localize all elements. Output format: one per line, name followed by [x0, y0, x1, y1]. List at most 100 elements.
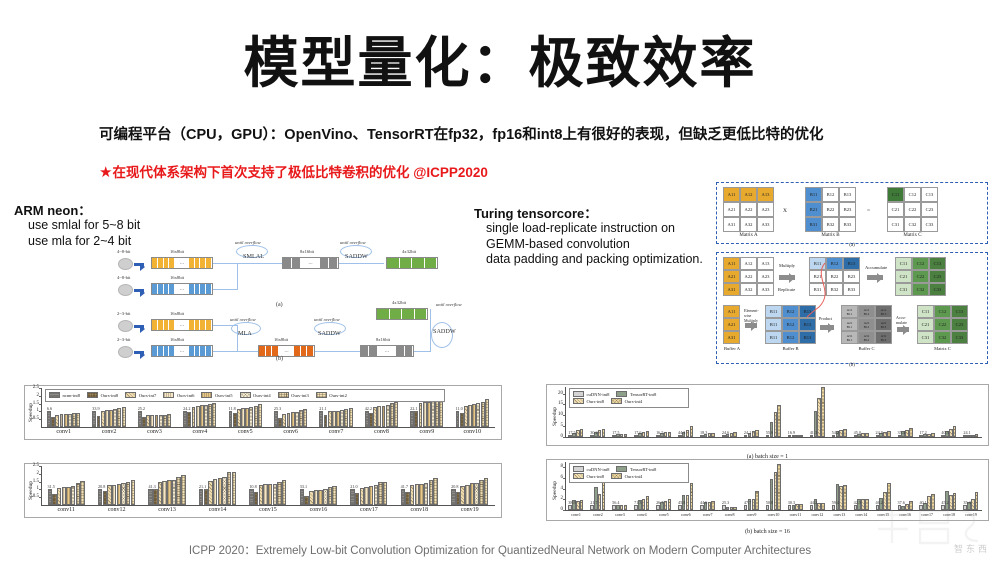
chart-bar [952, 492, 957, 510]
chart-value-label: 45.0 [853, 429, 861, 435]
matrix-cell: C23 [921, 202, 938, 217]
chart-bar [751, 499, 756, 510]
chart-bar [104, 410, 109, 427]
chart-bar [612, 504, 616, 510]
matrix-cell: B31 [805, 217, 822, 232]
matrix-cell: A31 [723, 217, 740, 232]
chart-bar [813, 410, 818, 437]
chart-value-label: 25.3 [273, 406, 282, 412]
chart-bar [919, 434, 924, 437]
matrix-cell: A31 [723, 331, 740, 344]
chart-y-tick: 1 [36, 408, 40, 414]
chart-x-tick: conv12 [811, 512, 824, 517]
matrix-cell: A21 B12 [858, 318, 875, 331]
dots-b1: ... [175, 320, 189, 330]
matrix-cell: B13 [843, 257, 860, 270]
chart-value-label: 50.8 [765, 499, 774, 505]
chart-legend-item: cuDNN-int8 [573, 466, 609, 472]
matrix-cell: C23 [929, 270, 946, 283]
register-b5 [376, 308, 428, 320]
chart-bar [254, 492, 259, 505]
chart-bar [861, 433, 865, 437]
chart-bar [967, 502, 971, 510]
highlight-text-row: ★在现代体系架构下首次支持了极低比特卷积的优化 @ICPP2020 [99, 161, 929, 181]
arrow-product [820, 322, 834, 333]
chart-bar [359, 487, 364, 505]
matrix-cell: B32 [822, 217, 839, 232]
chart-bar [857, 434, 862, 437]
chart-bar [410, 485, 415, 505]
matrix-cell: B22 [826, 270, 843, 283]
chart-gpu-batch16: Speedup 0 2 4 6 8 38.8 conv1 21.7 conv2 56.4 conv3 7… [546, 459, 989, 535]
chart-bar [332, 486, 337, 505]
matrix-cell: A21 [723, 202, 740, 217]
chart-bar [909, 500, 913, 510]
chart-bar [974, 434, 979, 437]
matrix-cell: C33 [951, 331, 968, 344]
arrow-multiply [779, 272, 795, 283]
width-label-b2: 8x16bit [376, 337, 391, 342]
chart-y-tickmark [563, 478, 565, 479]
arrow-a2 [134, 288, 145, 297]
chart-y-tickmark [563, 437, 565, 438]
chart-bar [63, 414, 68, 427]
matrix-cell: A11 B12 [858, 305, 875, 318]
chart-bar [340, 410, 345, 427]
chart-y-tickmark [563, 415, 565, 417]
chart-bar [597, 494, 602, 510]
matrix-cell: B11 [765, 305, 782, 318]
chart-value-label: 24.9 [875, 429, 883, 435]
matrix-cell: C22 [934, 318, 951, 331]
chart-bar [167, 414, 172, 427]
chart-bar [476, 403, 481, 427]
chart-value-label: 41.7 [400, 484, 408, 490]
chart-bar [59, 414, 64, 427]
chart-bar [181, 474, 186, 505]
chart-bar [228, 411, 233, 427]
chart-bar [641, 431, 646, 437]
chart-value-label: 24.1 [963, 429, 971, 435]
matrix-cell: B31 [809, 283, 826, 296]
chart-value-label: 33.9 [92, 406, 100, 412]
chart-bar [777, 405, 781, 437]
loop-a1 [236, 245, 268, 258]
width-label-b3: 4x32bit [392, 300, 407, 305]
chart-value-label: 44.6 [699, 499, 708, 505]
chart-bar [930, 432, 935, 437]
chart-x-tick: conv4 [636, 512, 647, 517]
chart-bar [809, 504, 814, 510]
chart-bar [883, 431, 887, 437]
chart-bar [923, 434, 927, 437]
chart-x-tick: conv2 [101, 429, 117, 435]
chart-bar [56, 488, 62, 505]
chart-legend-swatch [87, 392, 99, 398]
overflow-label-a2: until overflow [340, 240, 366, 245]
chart-bar [313, 490, 319, 505]
conn-b-vert [237, 325, 238, 352]
chart-bar [137, 411, 142, 427]
chart-legend-item: Ours-int8 [573, 398, 604, 404]
chart-bar [414, 410, 419, 427]
chart-bar [755, 490, 759, 510]
matrix-cell: C22 [912, 270, 929, 283]
chart-bar [423, 483, 429, 505]
overflow-label-b2: until overflow [314, 317, 340, 322]
chart-y-tick: 8 [560, 464, 564, 470]
chart-x-tick: conv7 [328, 429, 344, 435]
chart-bar [601, 429, 606, 437]
chart-bar [76, 412, 81, 427]
chart-bar [733, 432, 738, 437]
chart-bar [171, 479, 177, 505]
buffer-a-label: Buffer A [723, 346, 741, 351]
register-b4: ... [360, 345, 414, 357]
chart-bar [974, 491, 979, 510]
matrix-caption-b: (b) [849, 363, 855, 368]
chart-bar [258, 484, 264, 505]
chart-bar [232, 413, 237, 427]
chart-y-tickmark [39, 395, 41, 397]
chart-bar [755, 430, 759, 437]
chart-legend-label: ncnn-int8 [62, 392, 81, 398]
chart-bar [290, 412, 295, 427]
reg-label-a2: 16x8bit [170, 275, 185, 280]
chart-legend-swatch [573, 473, 584, 479]
